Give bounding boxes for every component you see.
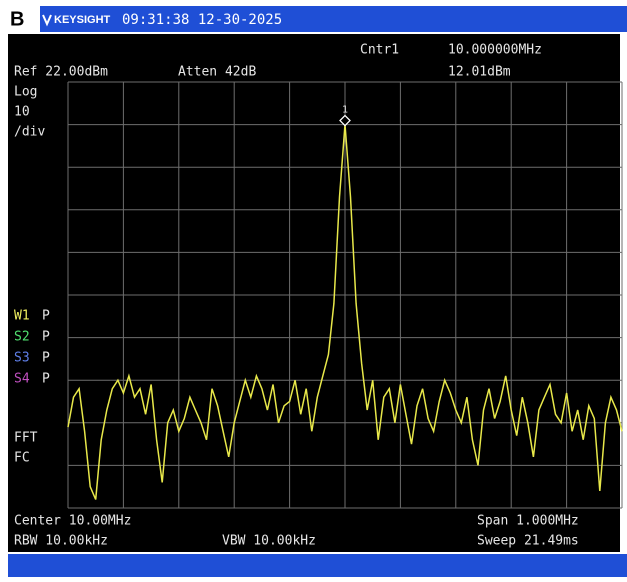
footer-bar <box>8 554 627 577</box>
brand: KEYSIGHT <box>54 14 111 26</box>
marker-level: 12.01dBm <box>448 65 511 80</box>
trace-name: S2 <box>14 330 30 345</box>
marker-label: 1 <box>342 105 348 116</box>
trace-name: S4 <box>14 372 30 387</box>
rbw: RBW 10.00kHz <box>14 534 108 549</box>
panel-letter: B <box>10 8 24 30</box>
scale: Log <box>14 85 37 100</box>
scale: /div <box>14 125 45 140</box>
atten: Atten 42dB <box>178 65 256 80</box>
timestamp: 09:31:38 12-30-2025 <box>122 12 282 28</box>
center: Center 10.00MHz <box>14 514 131 529</box>
marker-freq: 10.000000MHz <box>448 43 542 58</box>
marker-name: Cntr1 <box>360 43 399 58</box>
scale: 10 <box>14 105 30 120</box>
fft: FFT <box>14 431 38 446</box>
header-bar <box>40 6 627 32</box>
sweep: Sweep 21.49ms <box>477 534 579 549</box>
fc: FC <box>14 451 30 466</box>
trace-mode: P <box>42 330 50 345</box>
span: Span 1.000MHz <box>477 514 579 529</box>
display <box>8 34 620 552</box>
trace-name: W1 <box>14 309 30 324</box>
trace-name: S3 <box>14 351 30 366</box>
trace-mode: P <box>42 372 50 387</box>
vbw: VBW 10.00kHz <box>222 534 316 549</box>
ref-level: Ref 22.00dBm <box>14 65 108 80</box>
marker-diamond <box>339 114 351 127</box>
trace-mode: P <box>42 309 50 324</box>
brand-logo <box>42 14 52 27</box>
trace-mode: P <box>42 351 50 366</box>
